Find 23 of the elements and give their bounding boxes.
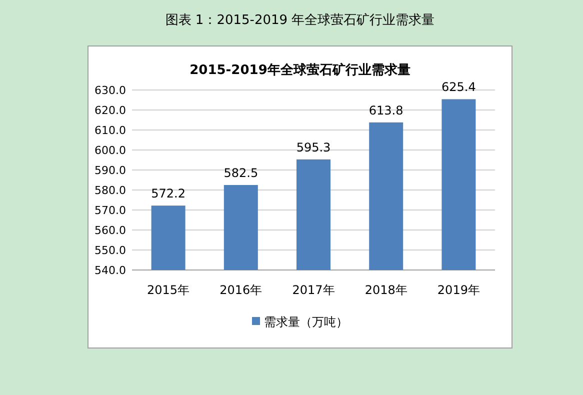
data-label: 582.5 xyxy=(224,166,258,180)
y-tick-label: 620.0 xyxy=(94,104,126,117)
x-tick-label: 2019年 xyxy=(437,283,480,297)
chart-title: 图表 1：2015-2019 年全球萤石矿行业需求量 xyxy=(165,13,435,28)
x-tick-label: 2018年 xyxy=(364,283,408,297)
y-tick-label: 610.0 xyxy=(94,124,126,137)
y-tick-label: 550.0 xyxy=(94,244,126,257)
x-tick-label: 2017年 xyxy=(292,283,335,297)
data-label: 625.4 xyxy=(442,80,476,94)
legend-label: 需求量（万吨） xyxy=(264,315,348,329)
y-tick-label: 570.0 xyxy=(94,204,126,217)
y-tick-label: 600.0 xyxy=(94,144,126,157)
chart-subtitle: 2015-2019年全球萤石矿行业需求量 xyxy=(190,62,410,78)
y-tick-label: 560.0 xyxy=(94,224,126,237)
data-label: 572.2 xyxy=(151,186,186,201)
y-tick-label: 590.0 xyxy=(94,164,126,177)
x-tick-label: 2016年 xyxy=(220,283,262,297)
y-tick-label: 630.0 xyxy=(94,84,126,97)
x-tick-label: 2015年 xyxy=(147,283,190,297)
y-tick-label: 540.0 xyxy=(94,264,126,277)
y-tick-label: 580.0 xyxy=(94,184,126,197)
data-label: 613.8 xyxy=(368,103,404,118)
data-label: 595.3 xyxy=(296,140,331,154)
